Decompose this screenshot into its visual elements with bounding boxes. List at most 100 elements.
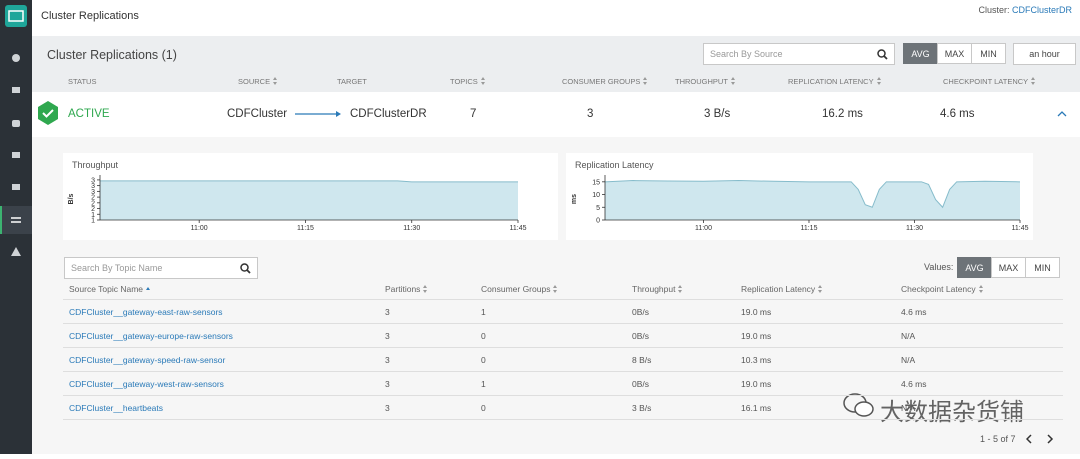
column-header: TARGET [337, 77, 367, 86]
mode-button[interactable]: MAX [937, 43, 972, 64]
y-tick-label: 2 [91, 200, 95, 207]
sort-icon[interactable] [730, 77, 736, 85]
sort-icon[interactable] [553, 285, 558, 293]
cluster-info: Cluster: CDFClusterDR [978, 5, 1072, 15]
sort-icon[interactable] [643, 77, 648, 85]
topic-link[interactable]: CDFCluster__heartbeats [69, 403, 164, 413]
cluster-name[interactable]: CDFClusterDR [1011, 5, 1072, 15]
table-cell: 1 [481, 379, 486, 389]
table-cell: 19.0 ms [741, 379, 772, 389]
time-range[interactable]: an hour [1013, 43, 1076, 65]
sort-icon[interactable] [480, 77, 486, 85]
table-separator [63, 395, 1063, 396]
nav-icon[interactable] [12, 120, 20, 127]
mode-button[interactable]: MAX [991, 257, 1026, 278]
table-header[interactable]: Partitions [385, 284, 428, 294]
sort-icon[interactable] [678, 285, 683, 293]
collapse-chevron[interactable] [1057, 110, 1067, 118]
topic-link[interactable]: CDFCluster__gateway-europe-raw-sensors [69, 331, 233, 341]
y-tick-label: 2 [91, 206, 95, 213]
chart-title: Replication Latency [575, 160, 654, 170]
column-header[interactable]: SOURCE [238, 77, 278, 86]
search-icon [877, 49, 888, 60]
x-tick-label: 11:00 [695, 225, 712, 232]
table-cell: 10.3 ms [741, 355, 772, 365]
summary-value: CDFClusterDR [350, 108, 427, 120]
x-tick-label: 11:15 [297, 225, 314, 232]
time-range-text: an hour [1029, 49, 1060, 59]
table-cell: 4.6 ms [901, 307, 927, 317]
sort-icon[interactable] [146, 285, 151, 293]
topic-search[interactable]: Search By Topic Name [64, 257, 258, 279]
x-tick-label: 11:15 [800, 225, 817, 232]
y-tick-label: 15 [592, 179, 600, 186]
y-tick-label: 0 [596, 218, 600, 225]
sort-icon[interactable] [273, 77, 278, 85]
column-header[interactable]: REPLICATION LATENCY [788, 77, 882, 86]
mode-button[interactable]: MIN [1025, 257, 1060, 278]
nav-icon[interactable] [12, 87, 20, 93]
nav-icon[interactable] [12, 54, 20, 62]
table-cell: 3 [385, 379, 390, 389]
panel-title: Cluster Replications (1) [47, 48, 177, 62]
table-cell: 4.6 ms [901, 379, 927, 389]
table-header[interactable]: Throughput [632, 284, 683, 294]
nav-active-bar [0, 206, 2, 234]
table-cell: 3 B/s [632, 403, 652, 413]
table-separator [63, 323, 1063, 324]
table-cell: 16.1 ms [741, 403, 772, 413]
sort-icon[interactable] [978, 285, 984, 293]
column-header[interactable]: TOPICS [450, 77, 486, 86]
pager-arrows[interactable] [1026, 434, 1056, 444]
table-header[interactable]: Checkpoint Latency [901, 284, 984, 294]
summary-value: 4.6 ms [940, 108, 975, 120]
sort-icon[interactable] [876, 77, 882, 85]
mode-button[interactable]: MIN [971, 43, 1006, 64]
summary-row[interactable] [32, 92, 1080, 137]
topic-link[interactable]: CDFCluster__gateway-speed-raw-sensor [69, 355, 226, 365]
y-axis-label: B/s [68, 193, 75, 204]
flow-arrow [295, 111, 341, 117]
mode-button[interactable]: AVG [903, 43, 938, 64]
column-header[interactable]: CONSUMER GROUPS [562, 77, 648, 86]
column-header[interactable]: THROUGHPUT [675, 77, 736, 86]
nav-icon[interactable] [12, 184, 20, 190]
nav-icon [11, 217, 21, 223]
table-header[interactable]: Consumer Groups [481, 284, 558, 294]
source-search[interactable]: Search By Source [703, 43, 895, 65]
topic-link[interactable]: CDFCluster__gateway-east-raw-sensors [69, 307, 223, 317]
table-cell: 0 [481, 403, 486, 413]
table-cell: 0B/s [632, 307, 650, 317]
table-separator [63, 371, 1063, 372]
y-tick-label: 2 [91, 195, 95, 202]
watermark-logo [843, 393, 874, 417]
y-axis-label: ms [571, 194, 578, 204]
sidebar [0, 0, 32, 454]
nav-active[interactable] [0, 206, 32, 234]
table-cell: 3 [385, 355, 390, 365]
table-cell: 0B/s [632, 331, 650, 341]
table-cell: 19.0 ms [741, 307, 772, 317]
status-text: ACTIVE [68, 108, 110, 120]
mode-button[interactable]: AVG [957, 257, 992, 278]
header-title: Cluster Replications [41, 10, 139, 22]
summary-value: 7 [470, 108, 477, 120]
column-header[interactable]: CHECKPOINT LATENCY [943, 77, 1036, 86]
table-header[interactable]: Source Topic Name [69, 284, 151, 294]
table-header[interactable]: Replication Latency [741, 284, 823, 294]
table-cell: 19.0 ms [741, 331, 772, 341]
nav-icon[interactable] [11, 247, 21, 256]
sort-icon[interactable] [1031, 77, 1036, 85]
x-tick-label: 11:00 [191, 225, 208, 232]
x-tick-label: 11:45 [1012, 225, 1029, 232]
area [605, 180, 1020, 220]
table-cell: 3 [385, 331, 390, 341]
sort-icon[interactable] [818, 285, 823, 293]
table-cell: N/A [901, 355, 916, 365]
y-tick-label: 3 [91, 177, 95, 184]
sort-icon[interactable] [423, 285, 428, 293]
table-cell: 3 [385, 403, 390, 413]
chart-card: Replication Latency ms 0 5 10 15 11:00 11:15 11:… [566, 153, 1033, 240]
topic-link[interactable]: CDFCluster__gateway-west-raw-sensors [69, 379, 224, 389]
nav-icon[interactable] [12, 152, 20, 158]
